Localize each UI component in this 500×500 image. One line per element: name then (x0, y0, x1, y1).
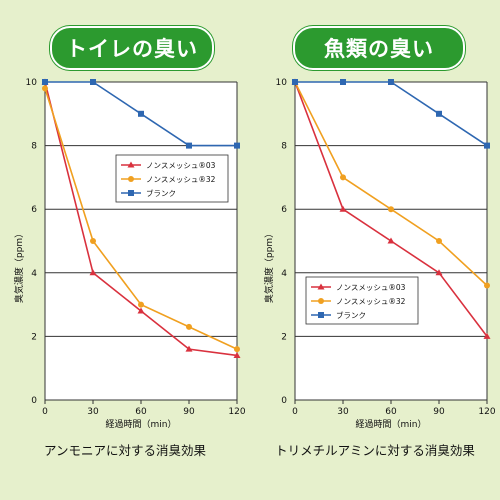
series (292, 79, 490, 149)
series (42, 85, 240, 353)
y-tick-label: 2 (281, 332, 287, 342)
y-tick-label: 6 (281, 205, 287, 215)
x-axis-label: 経過時間（min） (356, 418, 427, 430)
data-point (436, 238, 442, 244)
chart-caption: アンモニアに対する消臭効果 (43, 443, 206, 458)
legend-marker (318, 298, 324, 304)
legend: ノンスメッシュ®03 ノンスメッシュ®32 ブランク (305, 276, 419, 325)
line-chart-ammonia: 0 2 4 6 8 10 0 30 60 90 120 経過時間（min） 臭気濃度（ppm） ノンスメッ… (13, 78, 246, 430)
legend-label: ノンスメッシュ®03 (146, 161, 216, 170)
y-axis-label: 臭気濃度（ppm） (263, 229, 275, 303)
data-point (387, 237, 395, 244)
legend-label: ブランク (146, 188, 176, 198)
y-tick-label: 8 (281, 142, 287, 152)
legend: ノンスメッシュ®03 ノンスメッシュ®32 ブランク (115, 154, 229, 203)
y-tick-label: 6 (31, 205, 37, 215)
data-point (138, 301, 144, 308)
data-point (42, 85, 48, 92)
chart-panel-fish: 魚類の臭い 0 2 4 6 8 10 0 30 60 90 120 経過時間（min） 臭気濃度（ppm… (250, 0, 500, 500)
data-point (186, 323, 192, 330)
x-tick-label: 60 (135, 407, 147, 417)
series (42, 79, 240, 149)
x-tick-label: 90 (433, 407, 445, 417)
y-tick-label: 4 (31, 269, 37, 279)
chart-caption: トリメチルアミンに対する消臭効果 (275, 443, 475, 458)
legend-label: ブランク (336, 310, 366, 320)
data-point (89, 269, 97, 276)
chart-panel-toilet: トイレの臭い 0 2 4 6 8 10 0 30 60 90 120 経過時間（min） 臭気濃度（pp… (13, 26, 246, 458)
y-tick-label: 10 (26, 78, 38, 88)
y-tick-label: 8 (31, 142, 37, 152)
legend-marker (127, 161, 135, 168)
data-point (137, 307, 145, 314)
x-tick-label: 30 (337, 407, 349, 417)
x-axis-label: 経過時間（min） (106, 418, 177, 430)
legend-label: ノンスメッシュ®32 (336, 297, 406, 306)
x-tick-label: 30 (87, 407, 99, 417)
legend-marker (317, 283, 325, 290)
line-chart-trimethylamine: 0 2 4 6 8 10 0 30 60 90 120 経過時間（min） 臭気濃度（ppm） ノンスメッ… (263, 78, 496, 430)
plot-area (45, 82, 237, 400)
chart-title-badge: トイレの臭い (50, 26, 214, 70)
data-point (388, 206, 394, 213)
data-point (340, 174, 346, 181)
data-point (436, 110, 442, 117)
chart-title-badge: 魚類の臭い (293, 26, 465, 70)
data-point (42, 79, 48, 85)
y-tick-label: 10 (276, 78, 288, 88)
data-point (435, 269, 443, 276)
legend-label: ノンスメッシュ®03 (336, 283, 406, 292)
data-point (234, 142, 240, 149)
y-tick-label: 0 (31, 396, 37, 406)
data-point (90, 79, 96, 85)
data-point (388, 79, 394, 85)
y-tick-label: 2 (31, 332, 37, 342)
y-tick-label: 0 (281, 396, 287, 406)
series (292, 79, 490, 289)
y-tick-label: 4 (281, 269, 287, 279)
data-point (292, 79, 298, 85)
legend-marker (128, 176, 134, 182)
data-point (339, 205, 347, 212)
x-tick-label: 0 (292, 407, 298, 417)
data-point (484, 142, 490, 149)
x-tick-label: 0 (42, 407, 48, 417)
y-axis-label: 臭気濃度（ppm） (13, 229, 25, 303)
data-point (185, 345, 193, 352)
legend-label: ノンスメッシュ®32 (146, 175, 216, 184)
legend-marker (128, 190, 134, 196)
data-point (233, 351, 241, 358)
data-point (234, 346, 240, 353)
data-point (484, 282, 490, 289)
data-point (90, 238, 96, 244)
x-tick-label: 90 (183, 407, 195, 417)
legend-marker (318, 312, 324, 318)
data-point (483, 332, 491, 339)
data-point (340, 79, 346, 85)
data-point (138, 110, 144, 117)
x-tick-label: 60 (385, 407, 397, 417)
data-point (186, 142, 192, 149)
x-tick-label: 120 (228, 407, 245, 417)
x-tick-label: 120 (478, 407, 495, 417)
